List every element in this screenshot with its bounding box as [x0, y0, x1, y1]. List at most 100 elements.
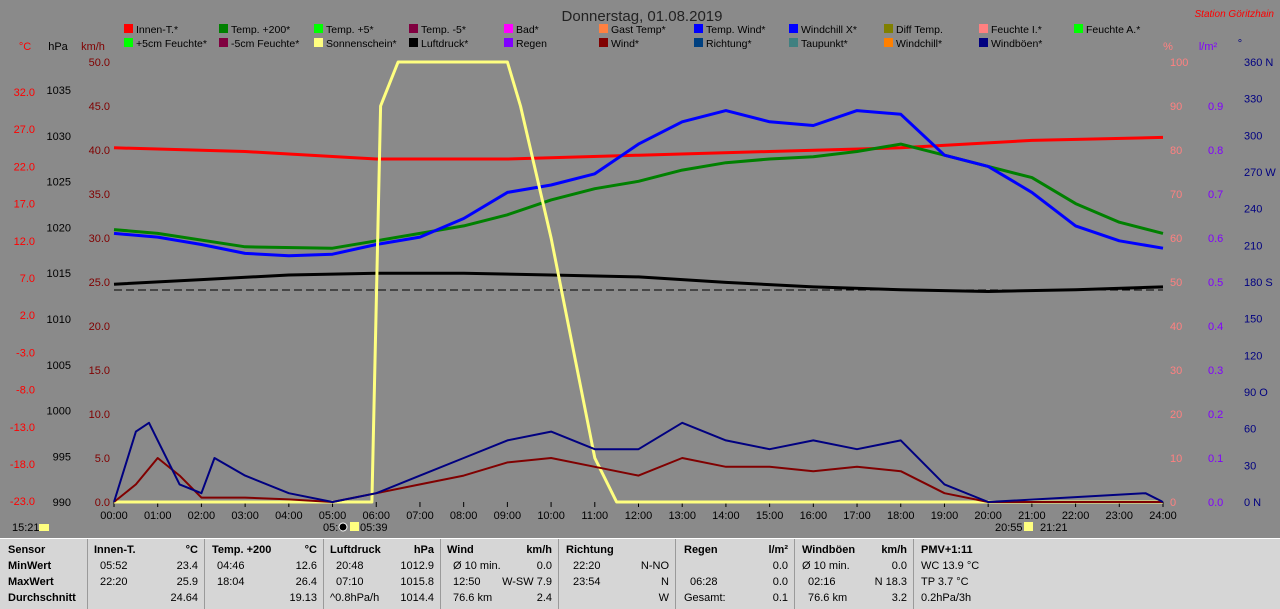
legend-item[interactable]: Bad*	[504, 24, 539, 36]
temp200-max-time: 18:04	[217, 576, 245, 588]
legend-item[interactable]: +5cm Feuchte*	[124, 38, 207, 50]
tick-label-direction: 300	[1244, 130, 1262, 142]
legend-item[interactable]: -5cm Feuchte*	[219, 38, 299, 50]
legend-label: Windböen*	[991, 38, 1042, 50]
sunset-right: 21:21	[1040, 522, 1068, 534]
windboeen-max-val: N 18.3	[874, 576, 907, 588]
tick-label-time: 18:00	[887, 510, 915, 522]
legend-item[interactable]: Innen-T.*	[124, 24, 178, 36]
tick-label-rain: 0.8	[1208, 145, 1223, 157]
wind-title: Wind	[447, 544, 474, 556]
legend-label: Sonnenschein*	[326, 38, 397, 50]
label-sensor: Sensor	[8, 544, 46, 556]
legend-label: Bad*	[516, 24, 539, 36]
legend: Innen-T.* Temp. +200* Temp. +5* Temp. -5* Ba…	[124, 24, 1140, 50]
legend-item[interactable]: Feuchte A.*	[1074, 24, 1140, 36]
legend-swatch	[979, 24, 988, 33]
legend-swatch	[599, 24, 608, 33]
richtung-title: Richtung	[566, 544, 614, 556]
stats-temp200: Temp. +200 °C 04:46 12.6 18:04 26.4 19.1…	[205, 539, 324, 609]
legend-item[interactable]: Sonnenschein*	[314, 38, 397, 50]
series-line	[113, 142, 1164, 250]
series-line	[114, 60, 1163, 504]
current-time: 15:21	[12, 522, 40, 534]
windboeen-avg: 3.2	[891, 592, 907, 604]
tick-label-percent: 10	[1170, 453, 1182, 465]
legend-label: Regen	[516, 38, 547, 50]
legend-item[interactable]: Gast Temp*	[599, 24, 666, 36]
tick-label-rain: 0.0	[1208, 497, 1223, 509]
luftdruck-max-time: 07:10	[336, 576, 364, 588]
legend-item[interactable]: Temp. +200*	[219, 24, 290, 36]
unit-rain: l/m²	[1199, 41, 1218, 53]
tick-label-percent: 100	[1170, 57, 1188, 69]
legend-label: Luftdruck*	[421, 38, 468, 50]
tick-label-percent: 60	[1170, 233, 1182, 245]
temp200-title: Temp. +200	[212, 544, 272, 556]
legend-item[interactable]: Windchill X*	[789, 24, 857, 36]
legend-label: Temp. +5*	[326, 24, 374, 36]
tick-label-direction: 330	[1244, 94, 1262, 106]
richtung-r3-val: W	[658, 592, 669, 604]
tick-label-time: 04:00	[275, 510, 303, 522]
legend-item[interactable]: Temp. Wind*	[694, 24, 766, 36]
tick-label-rain: 0.9	[1208, 101, 1223, 113]
statistics-panel: Sensor MinWert MaxWert Durchschnitt Inne…	[0, 538, 1280, 609]
tick-label-percent: 80	[1170, 145, 1182, 157]
temp200-max-val: 26.4	[295, 576, 317, 588]
legend-item[interactable]: Wind*	[599, 38, 639, 50]
legend-item[interactable]: Windböen*	[979, 38, 1042, 50]
innen-min-time: 05:52	[100, 560, 128, 572]
tick-label-time: 05:00	[319, 510, 347, 522]
windboeen-unit: km/h	[881, 544, 907, 556]
legend-item[interactable]: Feuchte I.*	[979, 24, 1042, 36]
legend-item[interactable]: Diff Temp.	[884, 24, 943, 36]
legend-item[interactable]: Temp. +5*	[314, 24, 374, 36]
tick-label-rain: 0.1	[1208, 453, 1223, 465]
legend-swatch	[124, 38, 133, 47]
legend-item[interactable]: Luftdruck*	[409, 38, 468, 50]
tick-label-direction: 120	[1244, 350, 1262, 362]
innen-max-time: 22:20	[100, 576, 128, 588]
series-line	[113, 109, 1164, 258]
legend-swatch	[409, 38, 418, 47]
legend-swatch	[599, 38, 608, 47]
legend-label: Innen-T.*	[136, 24, 178, 36]
windboeen-avg10-label: Ø 10 min.	[802, 560, 850, 572]
series-line	[113, 457, 1163, 503]
legend-item[interactable]: Taupunkt*	[789, 38, 848, 50]
legend-item[interactable]: Temp. -5*	[409, 24, 466, 36]
tick-label-time: 12:00	[625, 510, 653, 522]
stats-regen: Regen l/m² 0.0 06:28 0.0 Gesamt: 0.1	[676, 539, 795, 609]
tick-label-temp: -18.0	[10, 459, 35, 471]
tick-label-percent: 40	[1170, 321, 1182, 333]
tick-label-time: 16:00	[800, 510, 828, 522]
tick-label-time: 17:00	[843, 510, 871, 522]
temp200-avg: 19.13	[289, 592, 317, 604]
tick-label-time: 14:00	[712, 510, 740, 522]
legend-item[interactable]: Regen	[504, 38, 547, 50]
temp200-min-time: 04:46	[217, 560, 245, 572]
legend-swatch	[789, 24, 798, 33]
tick-label-time: 21:00	[1018, 510, 1046, 522]
richtung-r2-val: N	[661, 576, 669, 588]
tick-label-time: 06:00	[362, 510, 390, 522]
regen-total-val: 0.1	[772, 592, 788, 604]
luftdruck-max-val: 1015.8	[400, 576, 434, 588]
tick-label-temp: 27.0	[14, 124, 35, 136]
tick-label-rain: 0.3	[1208, 365, 1223, 377]
weather-chart: Donnerstag, 01.08.2019 Station Göritzhai…	[10, 8, 1276, 534]
tick-label-hpa: 1015	[47, 268, 71, 280]
tick-label-kmh: 25.0	[89, 277, 110, 289]
legend-swatch	[124, 24, 133, 33]
legend-item[interactable]: Windchill*	[884, 38, 942, 50]
legend-item[interactable]: Richtung*	[694, 38, 752, 50]
tick-label-time: 23:00	[1106, 510, 1134, 522]
tick-label-time: 02:00	[188, 510, 216, 522]
sunrise-right: 05:39	[360, 522, 388, 534]
tick-label-temp: 32.0	[14, 87, 35, 99]
stats-labels: Sensor MinWert MaxWert Durchschnitt	[0, 539, 88, 609]
series-line	[113, 135, 1164, 161]
tick-label-time: 03:00	[231, 510, 259, 522]
tick-label-temp: 22.0	[14, 161, 35, 173]
